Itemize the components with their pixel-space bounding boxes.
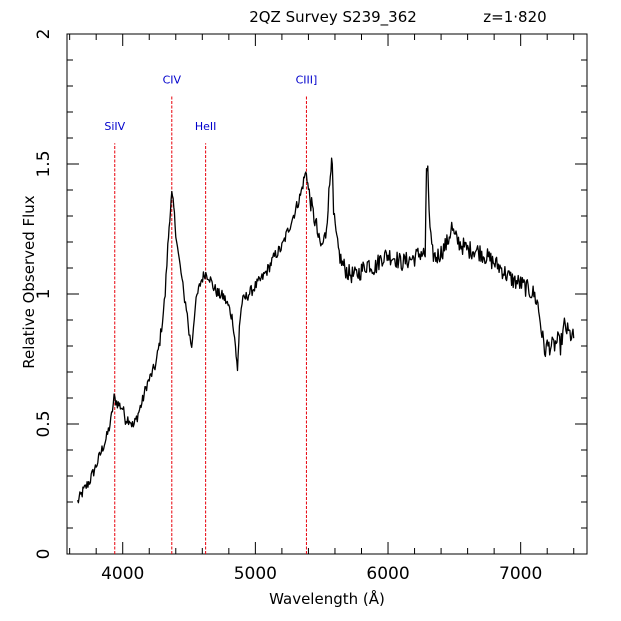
chart-title: 2QZ Survey S239_362 (249, 8, 417, 27)
emission-line-label: SiIV (104, 120, 125, 133)
x-tick-label: 5000 (234, 564, 277, 584)
x-tick-label: 4000 (101, 564, 144, 584)
plot-frame (66, 33, 588, 555)
ticks-layer: 4000 5000 6000 7000 0 0.5 1 1.5 2 (34, 29, 587, 584)
y-tick-label: 2 (34, 29, 54, 40)
x-tick-label: 6000 (366, 564, 409, 584)
emission-lines-layer: SiIV CIV HeII CIII] (104, 73, 317, 554)
redshift-label: z=1·820 (483, 8, 546, 26)
y-tick-label: 0.5 (34, 410, 54, 437)
emission-line-label: CIV (163, 73, 182, 86)
emission-line-label: CIII] (296, 73, 318, 86)
x-tick-label: 7000 (499, 564, 542, 584)
emission-line-label: HeII (195, 120, 217, 133)
spectrum-line (76, 157, 575, 504)
y-tick-label: 1.5 (34, 150, 54, 177)
x-axis-title: Wavelength (Å) (269, 589, 385, 608)
y-axis-title: Relative Observed Flux (20, 195, 38, 368)
y-tick-label: 0 (34, 549, 54, 560)
y-tick-label: 1 (34, 289, 54, 300)
